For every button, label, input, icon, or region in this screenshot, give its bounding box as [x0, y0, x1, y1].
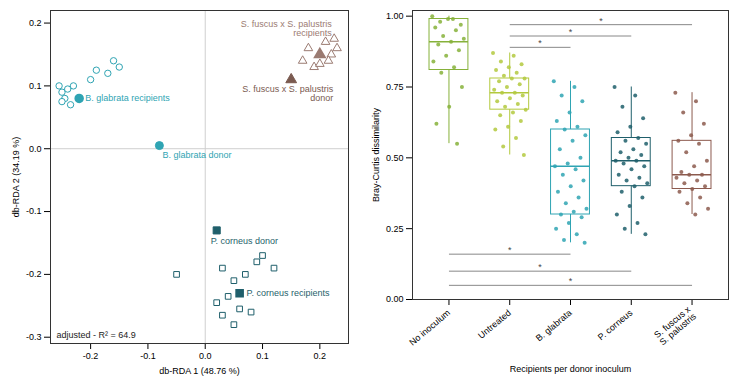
svg-text:B. glabrata: B. glabrata: [534, 308, 574, 344]
svg-text:0.75: 0.75: [386, 82, 404, 92]
svg-text:0.50: 0.50: [386, 153, 404, 163]
svg-text:0.0: 0.0: [199, 351, 212, 361]
svg-text:-0.1: -0.1: [26, 206, 42, 216]
svg-text:0.2: 0.2: [29, 18, 42, 28]
svg-text:0.0: 0.0: [29, 144, 42, 154]
svg-text:-0.3: -0.3: [26, 332, 42, 342]
svg-text:0.1: 0.1: [29, 81, 42, 91]
svg-text:P. corneus: P. corneus: [596, 307, 635, 342]
svg-text:0.00: 0.00: [386, 294, 404, 304]
svg-text:*: *: [538, 38, 542, 48]
svg-text:0.25: 0.25: [386, 224, 404, 234]
svg-text:db-RDA 2 (34.19 %): db-RDA 2 (34.19 %): [11, 137, 21, 218]
svg-text:*: *: [569, 27, 573, 37]
svg-text:0.2: 0.2: [314, 351, 327, 361]
svg-text:1.00: 1.00: [386, 11, 404, 21]
svg-text:P. corneus recipients: P. corneus recipients: [247, 288, 330, 298]
svg-text:No inoculum: No inoculum: [407, 308, 452, 348]
svg-text:*: *: [538, 262, 542, 272]
svg-text:Untreated: Untreated: [476, 308, 513, 341]
svg-text:*: *: [599, 16, 603, 26]
svg-text:-0.2: -0.2: [83, 351, 99, 361]
svg-text:0.1: 0.1: [256, 351, 269, 361]
svg-text:B. glabrata donor: B. glabrata donor: [162, 150, 231, 160]
svg-text:db-RDA 1 (48.76 %): db-RDA 1 (48.76 %): [159, 366, 240, 376]
svg-text:adjusted - R² = 64.9: adjusted - R² = 64.9: [57, 330, 136, 340]
svg-text:*: *: [569, 276, 573, 286]
svg-text:Recipients per donor inoculum: Recipients per donor inoculum: [510, 364, 632, 374]
svg-text:S. fuscus x S. palustrisdonor: S. fuscus x S. palustrisdonor: [242, 84, 334, 103]
svg-text:Bray-Curtis dissimilarity: Bray-Curtis dissimilarity: [371, 108, 381, 203]
svg-text:-0.2: -0.2: [26, 269, 42, 279]
svg-text:S. fuscus xS. palustris: S. fuscus xS. palustris: [652, 304, 699, 348]
svg-text:P. corneus donor: P. corneus donor: [211, 236, 278, 246]
svg-text:S. fuscus x S. palustrisrecipi: S. fuscus x S. palustrisrecipients: [241, 19, 333, 38]
svg-text:B. glabrata recipients: B. glabrata recipients: [85, 93, 170, 103]
svg-text:-0.1: -0.1: [140, 351, 156, 361]
svg-text:*: *: [508, 245, 512, 255]
